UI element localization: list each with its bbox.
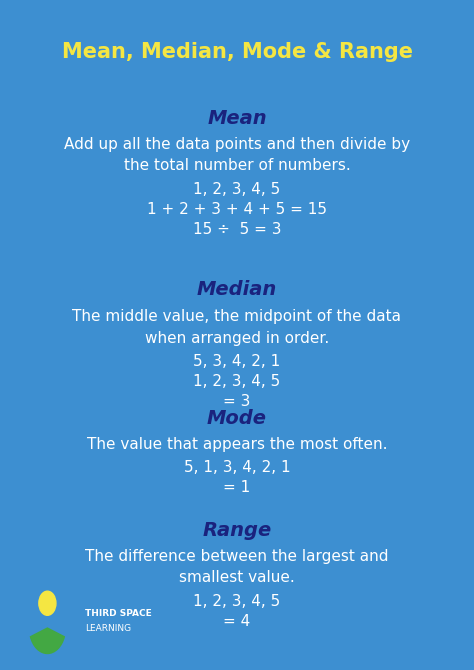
Text: smallest value.: smallest value.: [179, 570, 295, 586]
Text: when arranged in order.: when arranged in order.: [145, 330, 329, 346]
Text: Range: Range: [202, 521, 272, 539]
Text: The middle value, the midpoint of the data: The middle value, the midpoint of the da…: [73, 308, 401, 324]
Text: LEARNING: LEARNING: [85, 624, 131, 632]
Text: the total number of numbers.: the total number of numbers.: [124, 159, 350, 174]
Text: 1, 2, 3, 4, 5: 1, 2, 3, 4, 5: [193, 594, 281, 610]
Text: Add up all the data points and then divide by: Add up all the data points and then divi…: [64, 137, 410, 151]
Text: 5, 3, 4, 2, 1: 5, 3, 4, 2, 1: [193, 354, 281, 369]
Text: 1 + 2 + 3 + 4 + 5 = 15: 1 + 2 + 3 + 4 + 5 = 15: [147, 202, 327, 218]
Text: THIRD SPACE: THIRD SPACE: [85, 609, 152, 618]
Text: 15 ÷  5 = 3: 15 ÷ 5 = 3: [193, 222, 281, 237]
Text: 1, 2, 3, 4, 5: 1, 2, 3, 4, 5: [193, 182, 281, 198]
Text: Mean, Median, Mode & Range: Mean, Median, Mode & Range: [62, 42, 412, 62]
Text: 5, 1, 3, 4, 2, 1: 5, 1, 3, 4, 2, 1: [184, 460, 290, 476]
Text: The difference between the largest and: The difference between the largest and: [85, 549, 389, 563]
Text: = 4: = 4: [223, 614, 251, 630]
Text: 1, 2, 3, 4, 5: 1, 2, 3, 4, 5: [193, 375, 281, 389]
Text: Mean: Mean: [207, 109, 267, 127]
Text: Mode: Mode: [207, 409, 267, 427]
Text: = 1: = 1: [223, 480, 251, 496]
Text: The value that appears the most often.: The value that appears the most often.: [87, 436, 387, 452]
Text: Median: Median: [197, 281, 277, 299]
Text: = 3: = 3: [223, 395, 251, 409]
